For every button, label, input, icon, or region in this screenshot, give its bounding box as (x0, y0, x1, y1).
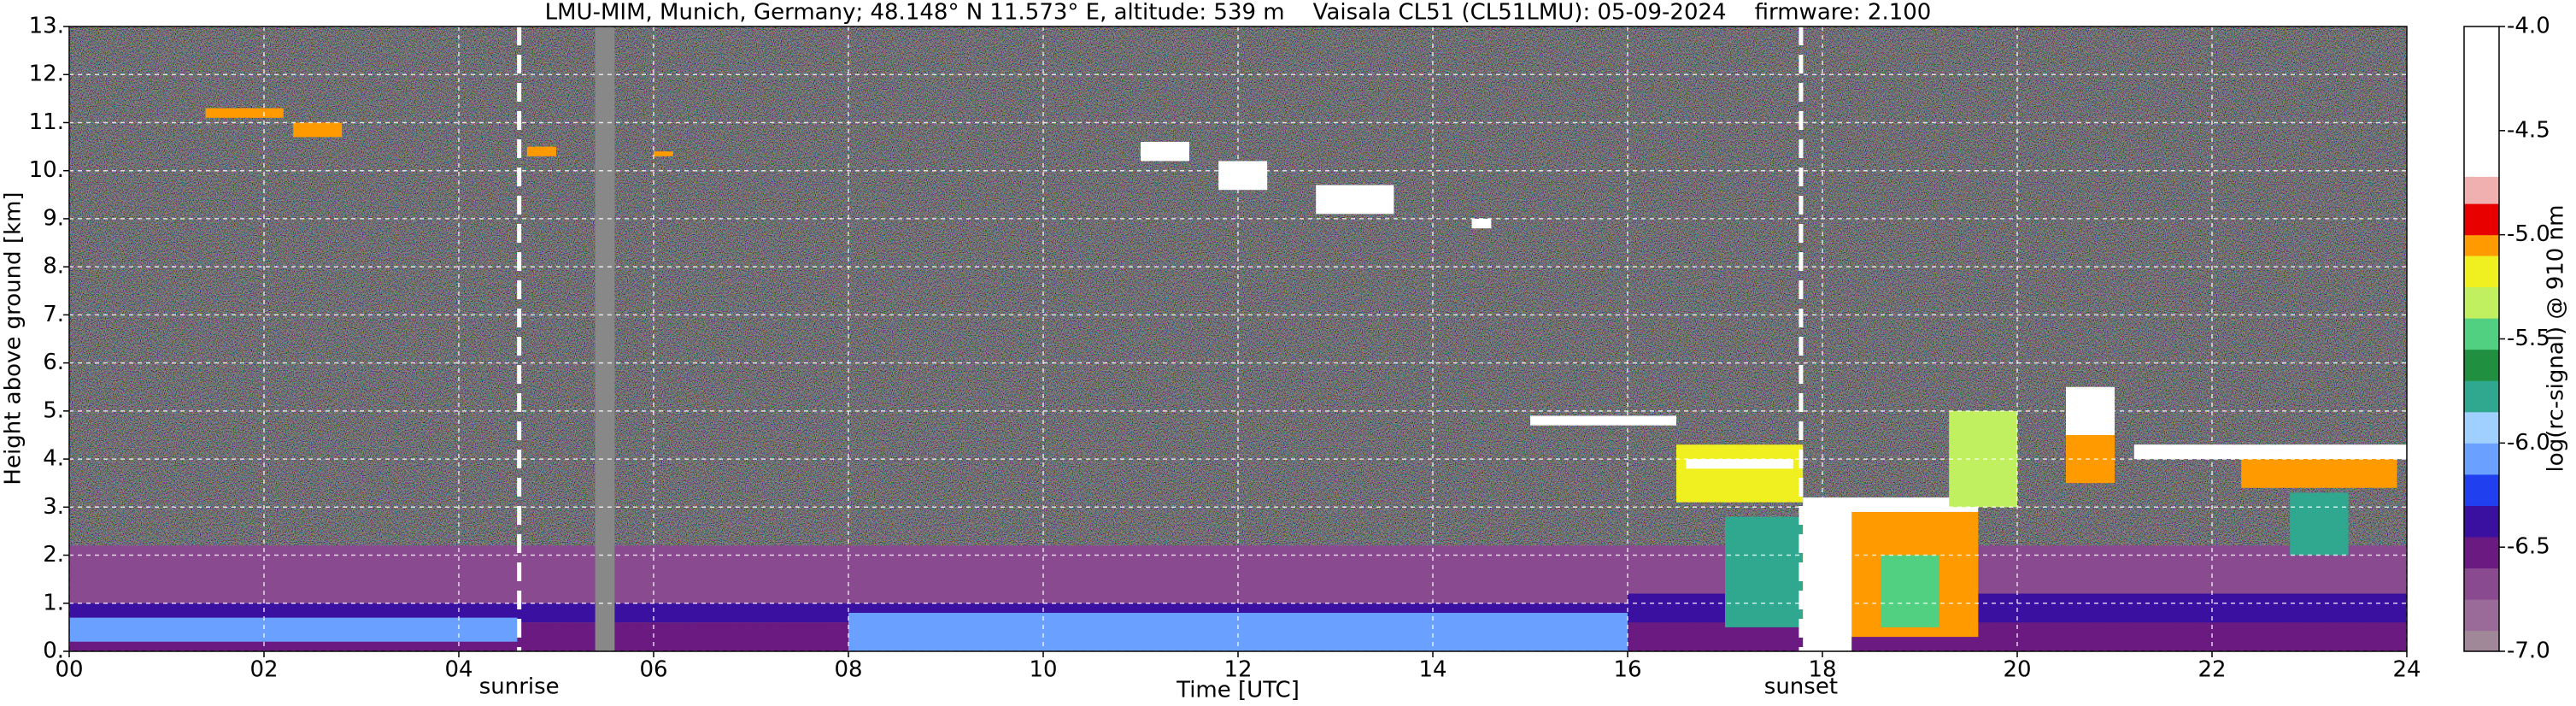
colorbar-swatch (2464, 568, 2499, 600)
heatmap-cell (293, 122, 343, 138)
heatmap-cell (1141, 141, 1189, 162)
colorbar-swatch (2464, 318, 2499, 350)
x-tick-label: 16 (1613, 657, 1641, 683)
y-tick-label: 9. (43, 205, 64, 231)
colorbar-swatch (2464, 349, 2499, 381)
colorbar-tick-label: -6.0 (2507, 430, 2550, 456)
annotation-label: sunrise (479, 674, 560, 700)
heatmap-cell (2290, 492, 2349, 556)
y-tick-label: 4. (43, 446, 64, 472)
chart-title: LMU-MIM, Munich, Germany; 48.148° N 11.5… (545, 0, 1932, 26)
x-tick-label: 12 (1223, 657, 1252, 683)
y-tick-label: 11. (29, 109, 64, 135)
heatmap-cell (205, 108, 284, 118)
x-tick-label: 02 (249, 657, 278, 683)
y-tick-label: 6. (43, 350, 64, 375)
heatmap-cell (526, 146, 556, 156)
colorbar-swatch (2464, 411, 2499, 444)
colorbar-tick-label: -6.5 (2507, 534, 2550, 560)
colorbar-swatch (2464, 505, 2499, 538)
y-tick-label: 8. (43, 254, 64, 279)
y-tick-label: 5. (43, 397, 64, 423)
x-tick-label: 04 (444, 657, 472, 683)
colorbar-swatch (2464, 176, 2499, 204)
colorbar-swatch (2464, 203, 2499, 236)
x-axis-label: Time [UTC] (1176, 678, 1300, 703)
colorbar-swatch (2464, 234, 2499, 256)
colorbar-swatch (2464, 599, 2499, 632)
heatmap-cell (1803, 507, 1852, 651)
colorbar-tick-label: -7.0 (2507, 638, 2550, 664)
heatmap-cell (1530, 415, 1676, 426)
x-tick-label: 00 (55, 657, 83, 683)
heatmap-cell (654, 151, 673, 156)
x-tick-label: 18 (1808, 657, 1836, 683)
y-tick-label: 10. (29, 157, 64, 183)
annotation-label: sunset (1764, 674, 1838, 700)
x-tick-label: 22 (2198, 657, 2226, 683)
heatmap-cell (2133, 444, 2407, 460)
heatmap-cell (1676, 444, 1804, 503)
colorbar-tick-label: -4.5 (2507, 117, 2550, 143)
colorbar-tick-label: -5.5 (2507, 326, 2550, 351)
heatmap-cell (2241, 459, 2397, 488)
y-tick-label: 3. (43, 494, 64, 520)
heatmap-cell (1218, 161, 1268, 191)
colorbar-tick-label: -5.0 (2507, 221, 2550, 247)
heatmap-cell (1471, 218, 1492, 229)
x-tick-label: 14 (1418, 657, 1446, 683)
heatmap-cell (1881, 555, 1939, 627)
heatmap-cell (1316, 185, 1394, 215)
colorbar-swatch (2464, 443, 2499, 475)
heatmap-cell (2066, 386, 2115, 435)
colorbar-swatch (2464, 630, 2499, 652)
x-tick-label: 08 (834, 657, 862, 683)
x-tick-label: 24 (2392, 657, 2421, 683)
y-tick-label: 1. (43, 590, 64, 615)
colorbar-label: log(rc-signal) @ 910 nm (2544, 205, 2569, 473)
colorbar-swatch (2464, 286, 2499, 319)
y-tick-label: 0. (43, 638, 64, 664)
colorbar-swatch (2464, 26, 2499, 177)
y-tick-label: 2. (43, 542, 64, 568)
colorbar-swatch (2464, 536, 2499, 569)
y-axis-label: Height above ground [km] (1, 191, 26, 485)
y-tick-label: 12. (29, 62, 64, 87)
heatmap-cell (1686, 459, 1793, 469)
heatmap-cell (1725, 516, 1804, 627)
colorbar (2464, 26, 2499, 652)
colorbar-swatch (2464, 474, 2499, 506)
colorbar-tick-label: -4.0 (2507, 14, 2550, 39)
x-tick-label: 10 (1029, 657, 1057, 683)
y-tick-label: 13. (29, 14, 64, 39)
heatmap-cell (595, 26, 615, 651)
colorbar-swatch (2464, 256, 2499, 288)
heatmap-cell (69, 617, 518, 642)
colorbar-swatch (2464, 380, 2499, 413)
x-tick-label: 06 (639, 657, 667, 683)
x-tick-label: 20 (2003, 657, 2031, 683)
y-tick-label: 7. (43, 302, 64, 327)
